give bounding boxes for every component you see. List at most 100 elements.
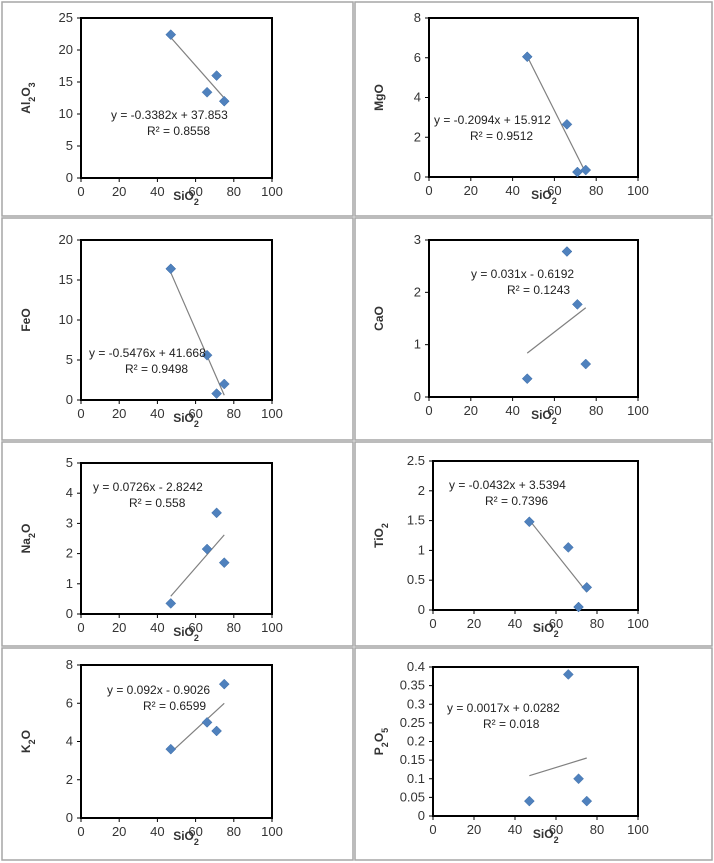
y-tick-label: 25 <box>59 10 73 25</box>
x-tick-label: 0 <box>77 184 84 199</box>
plot-area <box>80 239 273 401</box>
chart-panel-1: 0 5 10 15 20 25 0 20 40 60 80 100 SiO2 Al2O3 y = -0.33… <box>1 1 354 217</box>
x-tick-label: 60 <box>547 403 561 418</box>
y-tick-label: 2 <box>66 546 73 561</box>
y-tick-label: 6 <box>66 695 73 710</box>
y-tick-label: 5 <box>66 352 73 367</box>
y-axis-label: CaO <box>372 306 386 331</box>
x-tick-label: 80 <box>590 616 604 631</box>
x-tick-label: 100 <box>261 406 283 421</box>
trendline <box>526 307 587 354</box>
r-squared-label: R² = 0.6599 <box>143 699 206 713</box>
plot-area <box>80 17 273 179</box>
y-tick-label: 0 <box>66 392 73 407</box>
x-tick-label: 0 <box>425 183 432 198</box>
y-tick-label: 3 <box>66 515 73 530</box>
data-point <box>201 717 213 728</box>
x-tick-label: 20 <box>467 822 481 837</box>
chart-panel-8: 0 0.05 0.1 0.15 0.2 0.25 0.3 0.35 0.4 0 20 40 60 80 10… <box>354 647 713 861</box>
y-tick-label: 4 <box>66 734 73 749</box>
x-axis-label: SiO2 <box>533 827 559 845</box>
x-tick-label: 100 <box>627 822 649 837</box>
x-tick-label: 40 <box>150 184 164 199</box>
x-axis-label: SiO2 <box>533 621 559 639</box>
data-point <box>211 70 222 81</box>
y-tick-label: 2 <box>414 284 421 299</box>
plot-area <box>432 666 639 817</box>
data-point <box>218 378 230 390</box>
plot-area <box>80 664 273 819</box>
data-point <box>562 542 574 553</box>
trendline <box>170 37 225 99</box>
data-point <box>523 516 535 528</box>
y-tick-label: 20 <box>59 232 73 247</box>
x-tick-label: 0 <box>425 403 432 418</box>
data-point <box>218 678 230 690</box>
data-point <box>580 164 592 176</box>
trendline-equation: y = -0.3382x + 37.853 <box>111 108 228 122</box>
trendline-equation: y = 0.0017x + 0.0282 <box>447 701 560 715</box>
plot-area <box>428 239 639 398</box>
y-tick-label: 0.35 <box>400 678 425 693</box>
x-tick-label: 100 <box>261 620 283 635</box>
trendline-equation: y = -0.0432x + 3.5394 <box>449 478 566 492</box>
x-tick-label: 40 <box>508 616 522 631</box>
y-tick-label: 0.5 <box>407 572 425 587</box>
data-point <box>561 118 573 130</box>
x-tick-label: 60 <box>549 822 563 837</box>
y-tick-label: 2 <box>66 772 73 787</box>
x-tick-label: 0 <box>77 620 84 635</box>
data-point <box>211 388 222 399</box>
x-axis-label: SiO2 <box>173 829 199 847</box>
trendline-equation: y = 0.031x - 0.6192 <box>471 267 574 281</box>
x-tick-label: 100 <box>261 184 283 199</box>
y-tick-label: 15 <box>59 74 73 89</box>
trendline <box>170 702 225 754</box>
x-tick-label: 60 <box>188 406 202 421</box>
trendline-equation: y = -0.2094x + 15.912 <box>434 113 551 127</box>
data-point <box>211 507 222 519</box>
data-point <box>165 743 177 755</box>
y-tick-label: 0.2 <box>407 734 425 749</box>
data-point <box>581 581 593 593</box>
y-tick-label: 5 <box>66 138 73 153</box>
r-squared-label: R² = 0.7396 <box>485 494 548 508</box>
x-tick-label: 100 <box>627 183 649 198</box>
data-point <box>561 246 573 257</box>
x-tick-label: 0 <box>429 822 436 837</box>
x-tick-label: 60 <box>188 620 202 635</box>
data-point <box>165 29 177 40</box>
data-point <box>201 86 213 98</box>
y-tick-label: 1 <box>414 337 421 352</box>
r-squared-label: R² = 0.018 <box>483 717 540 731</box>
data-point <box>573 601 584 613</box>
chart-panel-6: 0 0.5 1 1.5 2 2.5 0 20 40 60 80 100 SiO2 TiO2 y = -0.0… <box>354 441 713 647</box>
x-tick-label: 100 <box>627 403 649 418</box>
x-tick-label: 80 <box>590 822 604 837</box>
trendline-equation: y = 0.092x - 0.9026 <box>107 683 210 697</box>
y-tick-label: 2.5 <box>407 453 425 468</box>
x-tick-label: 20 <box>112 620 126 635</box>
y-tick-label: 2 <box>414 129 421 144</box>
y-tick-label: 4 <box>66 485 73 500</box>
data-point <box>580 358 592 370</box>
data-point <box>523 795 535 807</box>
x-tick-label: 80 <box>227 620 241 635</box>
x-tick-label: 60 <box>547 183 561 198</box>
x-tick-label: 80 <box>227 406 241 421</box>
plot-area <box>428 17 639 178</box>
data-point <box>572 299 583 310</box>
x-axis-label: SiO2 <box>531 408 557 426</box>
data-point <box>581 795 593 807</box>
x-tick-label: 20 <box>112 824 126 839</box>
data-point <box>165 263 177 275</box>
x-tick-label: 60 <box>188 824 202 839</box>
y-axis-label: FeO <box>19 308 33 331</box>
y-tick-label: 0 <box>414 169 421 184</box>
y-tick-label: 0 <box>66 170 73 185</box>
y-tick-label: 0.1 <box>407 771 425 786</box>
trendline <box>526 56 587 174</box>
y-axis-label: Al2O3 <box>19 82 37 113</box>
trendline <box>170 272 225 396</box>
